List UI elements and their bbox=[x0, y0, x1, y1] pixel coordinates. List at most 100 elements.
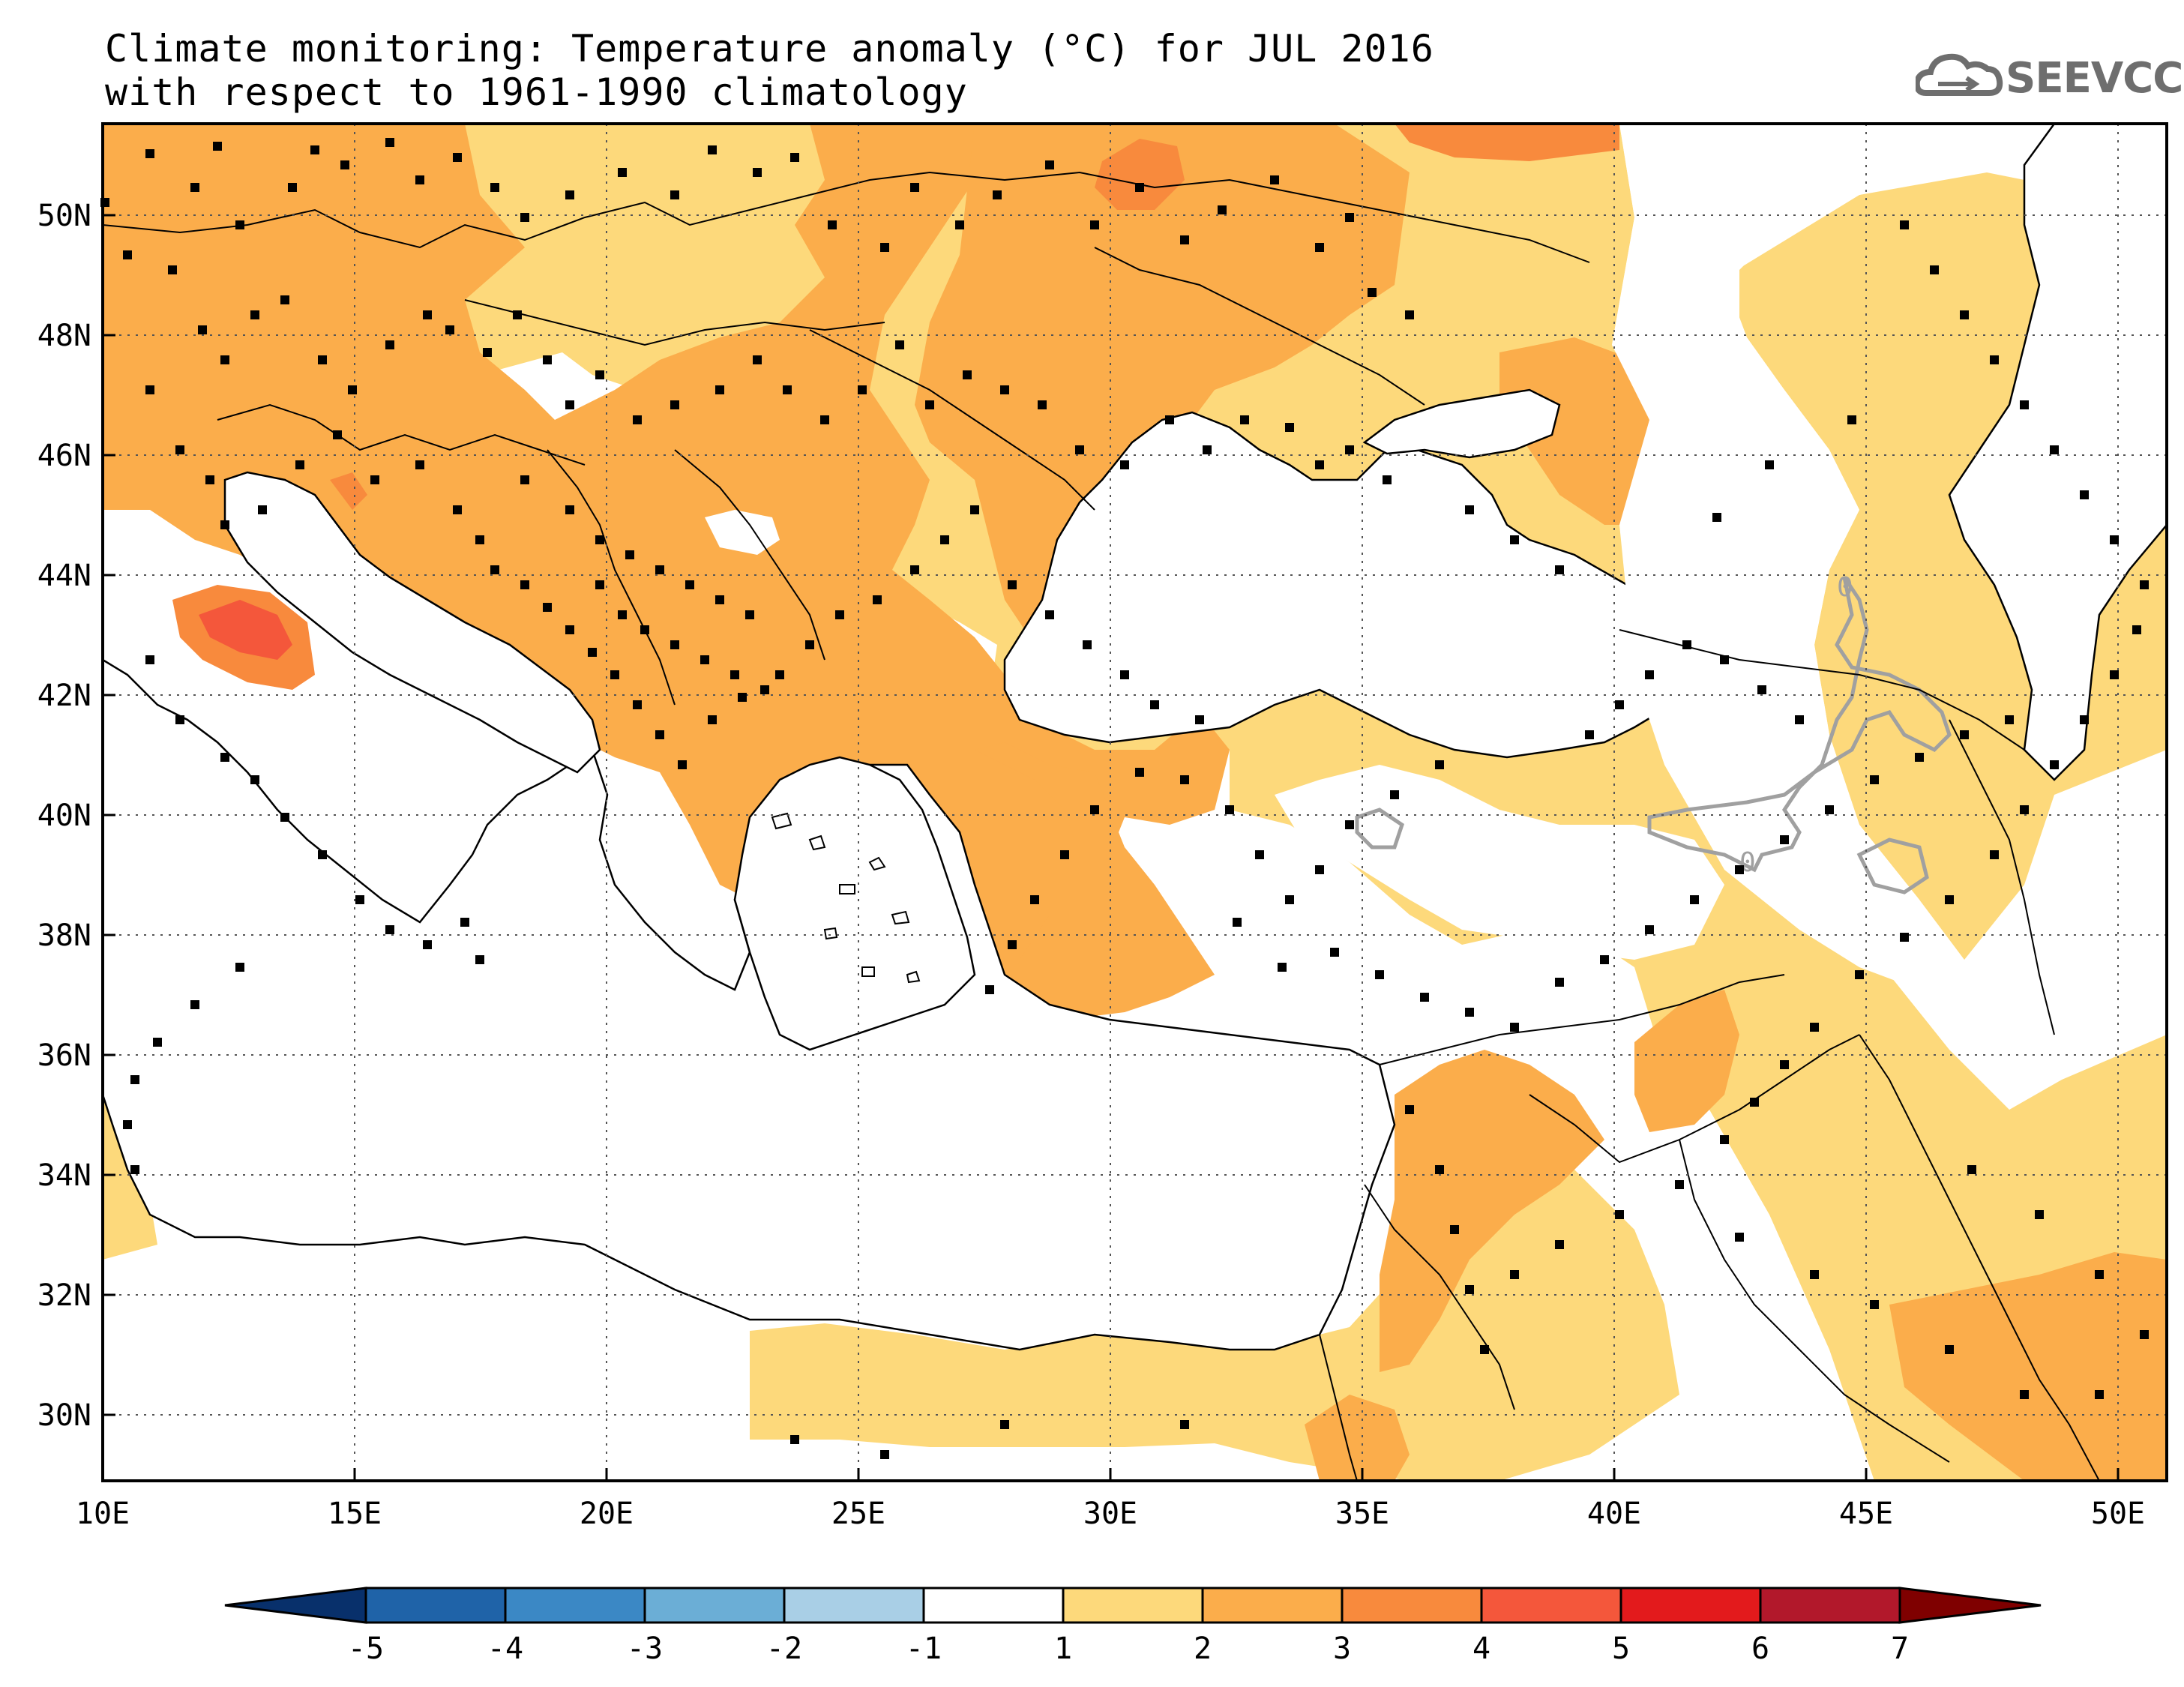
station-marker bbox=[1345, 445, 1354, 454]
station-marker bbox=[543, 355, 552, 364]
station-marker bbox=[1870, 1300, 1879, 1309]
station-marker bbox=[1765, 460, 1774, 469]
station-marker bbox=[1315, 460, 1324, 469]
station-marker bbox=[783, 385, 792, 394]
station-marker bbox=[460, 918, 469, 927]
station-marker bbox=[610, 670, 619, 679]
station-marker bbox=[1383, 475, 1392, 484]
colorbar-label: -1 bbox=[906, 1632, 942, 1666]
station-marker bbox=[1045, 610, 1054, 619]
station-marker bbox=[1330, 948, 1339, 957]
station-marker bbox=[925, 400, 934, 409]
station-marker bbox=[130, 1075, 139, 1084]
station-marker bbox=[1900, 220, 1909, 229]
cloud-icon bbox=[1916, 53, 2003, 96]
station-marker bbox=[1585, 730, 1594, 739]
band-2-3-syria bbox=[1634, 990, 1739, 1132]
station-marker bbox=[715, 595, 724, 604]
station-marker bbox=[993, 190, 1002, 199]
station-marker bbox=[790, 1435, 799, 1444]
station-marker bbox=[123, 1120, 132, 1129]
station-marker bbox=[1060, 850, 1069, 859]
station-marker bbox=[1645, 925, 1654, 934]
near-zero-zone-serbia bbox=[705, 510, 780, 555]
station-marker bbox=[1870, 775, 1879, 784]
station-marker bbox=[618, 610, 627, 619]
colorbar-lower-extend bbox=[224, 1587, 367, 1624]
station-marker bbox=[1225, 805, 1234, 814]
station-marker bbox=[1075, 445, 1084, 454]
station-marker bbox=[1615, 1210, 1624, 1219]
station-marker bbox=[940, 535, 949, 544]
anomaly-field: 0 0 bbox=[103, 124, 2167, 1481]
station-marker bbox=[1203, 445, 1212, 454]
station-marker bbox=[753, 355, 762, 364]
station-marker bbox=[1780, 835, 1789, 844]
y-axis-ticks bbox=[103, 214, 115, 1416]
station-marker bbox=[670, 640, 679, 649]
station-marker bbox=[1930, 265, 1939, 274]
station-marker bbox=[333, 430, 342, 439]
map-title: Climate monitoring: Temperature anomaly … bbox=[105, 27, 1434, 114]
station-marker bbox=[1038, 400, 1047, 409]
station-marker bbox=[760, 685, 769, 694]
station-marker bbox=[1345, 820, 1354, 829]
band-4-5-central-italy bbox=[199, 600, 292, 660]
station-marker bbox=[955, 220, 964, 229]
station-marker bbox=[1030, 895, 1039, 904]
station-marker bbox=[348, 385, 357, 394]
station-marker bbox=[295, 460, 304, 469]
station-marker bbox=[145, 149, 154, 158]
station-marker bbox=[1750, 1098, 1759, 1107]
station-marker bbox=[1180, 775, 1189, 784]
station-marker bbox=[1810, 1270, 1819, 1279]
station-marker bbox=[198, 325, 207, 334]
x-tick-30e: 30E bbox=[1083, 1497, 1137, 1531]
station-marker bbox=[1180, 235, 1189, 244]
y-axis-labels: 50N 48N 46N 44N 42N 40N 38N 36N 34N 32N … bbox=[37, 199, 91, 1433]
station-marker bbox=[205, 475, 214, 484]
station-marker bbox=[1008, 940, 1017, 949]
station-marker bbox=[820, 415, 829, 424]
colorbar-label: -4 bbox=[487, 1632, 523, 1666]
x-tick-50e: 50E bbox=[2091, 1497, 2145, 1531]
station-marker bbox=[835, 610, 844, 619]
station-marker bbox=[738, 693, 747, 702]
station-marker bbox=[1967, 1165, 1976, 1174]
station-marker bbox=[715, 385, 724, 394]
station-marker bbox=[1465, 505, 1474, 514]
greek-islands bbox=[771, 812, 921, 984]
colorbar-segment bbox=[783, 1587, 925, 1624]
station-marker bbox=[1465, 1008, 1474, 1017]
colorbar-segment bbox=[643, 1587, 786, 1624]
logo-text: SEEVCCC bbox=[2006, 54, 2184, 103]
station-marker bbox=[258, 505, 267, 514]
station-marker bbox=[2050, 760, 2059, 769]
band-2-3-levant bbox=[1380, 1050, 1604, 1372]
station-marker bbox=[370, 475, 379, 484]
station-marker bbox=[2020, 1390, 2029, 1399]
station-marker bbox=[475, 535, 484, 544]
station-marker bbox=[385, 138, 394, 147]
station-marker bbox=[2080, 490, 2089, 499]
station-marker bbox=[190, 1000, 199, 1009]
station-marker bbox=[1960, 310, 1969, 319]
station-marker bbox=[153, 1038, 162, 1047]
station-marker bbox=[618, 168, 627, 177]
station-marker bbox=[145, 655, 154, 664]
station-marker bbox=[1555, 565, 1564, 574]
colorbar-labels: -5 -4 -3 -2 -1 1 2 3 4 5 6 7 bbox=[348, 1632, 1909, 1666]
colorbar-segment bbox=[1759, 1587, 1901, 1624]
y-tick-48n: 48N bbox=[37, 319, 91, 353]
colorbar-label: 3 bbox=[1333, 1632, 1351, 1666]
band-2-3-iran bbox=[1889, 1252, 2167, 1481]
station-marker bbox=[1000, 1420, 1009, 1429]
station-marker bbox=[1780, 1060, 1789, 1069]
station-marker bbox=[1285, 895, 1294, 904]
colorbar-label: -3 bbox=[627, 1632, 663, 1666]
station-marker bbox=[910, 183, 919, 192]
band-2-3-sinai bbox=[1305, 1395, 1410, 1481]
station-marker bbox=[1900, 933, 1909, 942]
station-marker bbox=[1825, 805, 1834, 814]
